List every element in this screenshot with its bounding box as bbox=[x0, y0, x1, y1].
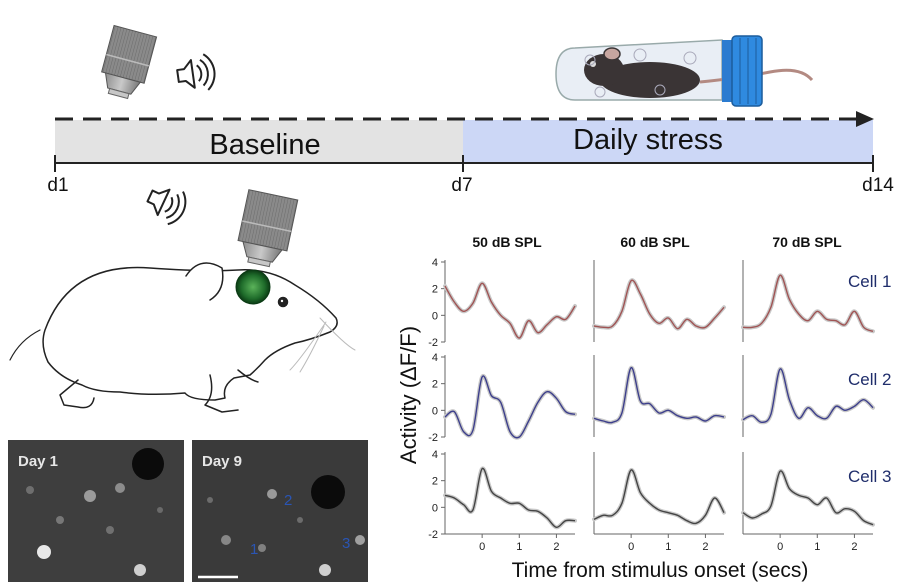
trace-error-band bbox=[592, 365, 726, 425]
y-tick-label: 0 bbox=[432, 502, 438, 514]
daily-stress-label: Daily stress bbox=[573, 124, 723, 156]
x-tick-label: 1 bbox=[814, 541, 820, 553]
x-tick-label: 1 bbox=[516, 541, 522, 553]
x-tick-label: 2 bbox=[851, 541, 857, 553]
y-tick-label: 2 bbox=[432, 476, 438, 488]
x-tick-label: 0 bbox=[628, 541, 634, 553]
day-label-d14: d14 bbox=[862, 175, 894, 196]
y-tick-label: 4 bbox=[432, 449, 438, 461]
y-tick-label: -2 bbox=[428, 529, 438, 541]
trace-line bbox=[742, 274, 874, 332]
y-tick-label: 4 bbox=[432, 257, 438, 269]
x-axis-label: Time from stimulus onset (secs) bbox=[512, 559, 809, 582]
day9-label: Day 9 bbox=[202, 453, 242, 470]
cell-marker-2: 2 bbox=[284, 492, 292, 509]
trace-line bbox=[444, 375, 576, 439]
column-title-60db: 60 dB SPL bbox=[620, 234, 690, 250]
microscope-objective-icon-2 bbox=[237, 189, 299, 268]
row-label-cell1: Cell 1 bbox=[848, 272, 891, 291]
stress-phase-bar bbox=[463, 120, 873, 163]
trace-line bbox=[593, 366, 725, 424]
cell-marker-3: 3 bbox=[342, 535, 350, 552]
trace-error-band bbox=[443, 373, 577, 440]
row-label-cell2: Cell 2 bbox=[848, 370, 891, 389]
row-label-cell3: Cell 3 bbox=[848, 467, 891, 486]
y-tick-label: -2 bbox=[428, 432, 438, 444]
arrow-head-icon bbox=[856, 111, 874, 127]
trace-error-band bbox=[592, 278, 726, 331]
imaging-panel-day1: Day 1 bbox=[8, 440, 184, 582]
imaging-panel-day9: Day 9 2 1 3 bbox=[192, 440, 368, 582]
trace-line bbox=[593, 279, 725, 330]
speaker-icon bbox=[174, 52, 218, 95]
baseline-phase-bar bbox=[55, 120, 463, 163]
x-tick-label: 2 bbox=[702, 541, 708, 553]
cranial-window-icon bbox=[235, 269, 271, 305]
restraint-tube-icon bbox=[555, 35, 814, 107]
baseline-label: Baseline bbox=[209, 129, 320, 161]
y-tick-label: 2 bbox=[432, 379, 438, 391]
cell-marker-1: 1 bbox=[250, 541, 258, 558]
column-title-70db: 70 dB SPL bbox=[772, 234, 842, 250]
y-tick-label: 2 bbox=[432, 284, 438, 296]
x-tick-label: 0 bbox=[777, 541, 783, 553]
day1-label: Day 1 bbox=[18, 453, 58, 470]
speaker-icon-2 bbox=[141, 178, 192, 229]
x-tick-label: 2 bbox=[553, 541, 559, 553]
y-tick-label: 4 bbox=[432, 352, 438, 364]
trace-line bbox=[593, 469, 725, 525]
trace-line bbox=[742, 368, 874, 423]
day-label-d1: d1 bbox=[47, 175, 68, 196]
x-tick-label: 1 bbox=[665, 541, 671, 553]
y-tick-label: 0 bbox=[432, 405, 438, 417]
column-title-50db: 50 dB SPL bbox=[472, 234, 542, 250]
activity-trace-grid: Activity (ΔF/F) Time from stimulus onset… bbox=[396, 234, 891, 582]
microscope-objective-icon bbox=[101, 24, 158, 100]
timeline: Baseline Daily stress d1 d7 d14 bbox=[47, 111, 894, 196]
trace-line bbox=[444, 467, 576, 528]
y-tick-label: 0 bbox=[432, 310, 438, 322]
x-tick-label: 0 bbox=[479, 541, 485, 553]
trace-line bbox=[444, 282, 576, 339]
y-axis-label: Activity (ΔF/F) bbox=[396, 326, 421, 464]
y-tick-label: -2 bbox=[428, 337, 438, 349]
mouse-illustration bbox=[9, 262, 356, 413]
trace-line bbox=[742, 470, 874, 526]
trace-error-band bbox=[443, 466, 577, 530]
day-label-d7: d7 bbox=[451, 175, 472, 196]
